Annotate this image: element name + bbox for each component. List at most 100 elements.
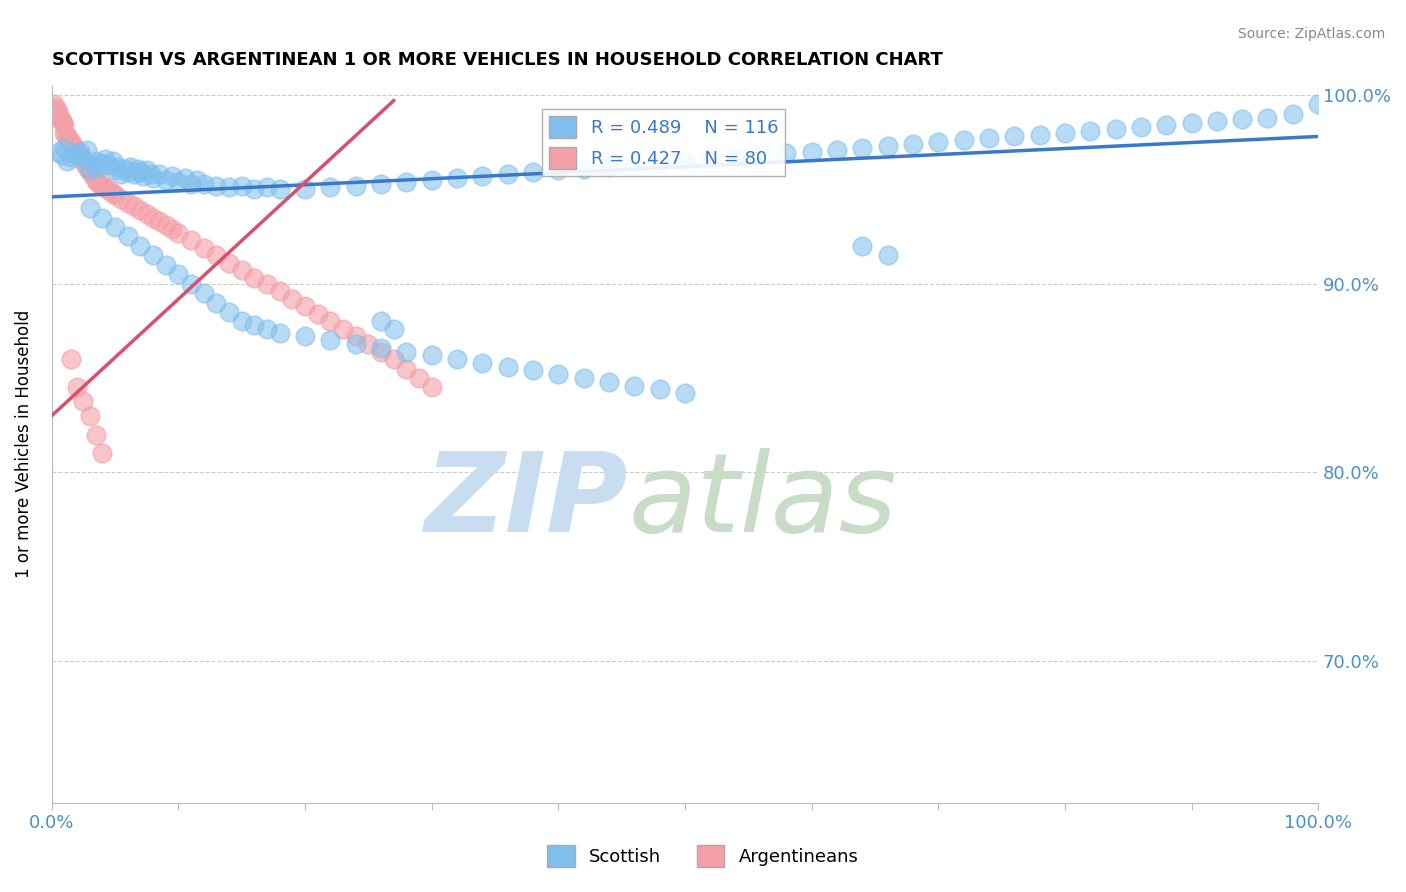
- Point: [205, 178, 228, 193]
- Point: [269, 284, 291, 298]
- Point: [55, 128, 77, 142]
- Point: [51, 148, 73, 162]
- Point: [851, 141, 873, 155]
- Point: [117, 165, 139, 179]
- Point: [344, 329, 367, 343]
- Point: [294, 182, 316, 196]
- Point: [1053, 126, 1076, 140]
- Point: [673, 386, 696, 401]
- Point: [142, 248, 165, 262]
- Point: [395, 175, 418, 189]
- Point: [357, 337, 380, 351]
- Point: [446, 352, 468, 367]
- Point: [66, 145, 89, 159]
- Point: [53, 126, 76, 140]
- Point: [218, 180, 240, 194]
- Point: [876, 139, 898, 153]
- Point: [471, 169, 494, 183]
- Point: [522, 363, 544, 377]
- Point: [67, 146, 90, 161]
- Point: [623, 158, 645, 172]
- Point: [127, 161, 149, 176]
- Point: [83, 169, 105, 183]
- Point: [395, 361, 418, 376]
- Point: [851, 239, 873, 253]
- Point: [107, 160, 129, 174]
- Point: [96, 182, 118, 196]
- Point: [63, 141, 86, 155]
- Point: [547, 368, 569, 382]
- Text: SCOTTISH VS ARGENTINEAN 1 OR MORE VEHICLES IN HOUSEHOLD CORRELATION CHART: SCOTTISH VS ARGENTINEAN 1 OR MORE VEHICL…: [52, 51, 942, 69]
- Point: [496, 167, 519, 181]
- Point: [218, 305, 240, 319]
- Y-axis label: 1 or more Vehicles in Household: 1 or more Vehicles in Household: [15, 310, 32, 578]
- Point: [749, 148, 772, 162]
- Point: [160, 169, 183, 183]
- Point: [775, 146, 797, 161]
- Point: [129, 202, 152, 217]
- Point: [44, 97, 66, 112]
- Point: [1028, 128, 1050, 142]
- Point: [332, 322, 354, 336]
- Point: [294, 329, 316, 343]
- Point: [66, 148, 89, 162]
- Point: [139, 167, 162, 181]
- Point: [243, 271, 266, 285]
- Point: [180, 233, 202, 247]
- Point: [97, 158, 120, 172]
- Point: [395, 344, 418, 359]
- Point: [167, 267, 190, 281]
- Point: [408, 371, 430, 385]
- Point: [69, 148, 91, 162]
- Point: [1104, 122, 1126, 136]
- Text: Source: ZipAtlas.com: Source: ZipAtlas.com: [1237, 27, 1385, 41]
- Point: [129, 239, 152, 253]
- Point: [72, 152, 94, 166]
- Point: [66, 380, 89, 394]
- Point: [269, 182, 291, 196]
- Point: [420, 173, 443, 187]
- Point: [901, 136, 924, 151]
- Point: [522, 165, 544, 179]
- Point: [63, 146, 86, 161]
- Point: [72, 153, 94, 168]
- Point: [1256, 111, 1278, 125]
- Point: [79, 201, 101, 215]
- Point: [120, 160, 142, 174]
- Point: [91, 178, 114, 193]
- Point: [193, 241, 215, 255]
- Point: [598, 160, 620, 174]
- Point: [101, 186, 124, 200]
- Point: [79, 409, 101, 423]
- Point: [256, 322, 278, 336]
- Point: [231, 263, 253, 277]
- Point: [83, 171, 105, 186]
- Point: [129, 165, 152, 179]
- Point: [86, 175, 108, 189]
- Point: [231, 178, 253, 193]
- Point: [231, 314, 253, 328]
- Point: [76, 143, 98, 157]
- Text: atlas: atlas: [628, 448, 897, 555]
- Point: [420, 380, 443, 394]
- Point: [91, 211, 114, 225]
- Point: [370, 314, 392, 328]
- Point: [91, 156, 114, 170]
- Point: [155, 173, 177, 187]
- Point: [77, 161, 100, 176]
- Point: [56, 129, 79, 144]
- Point: [135, 207, 157, 221]
- Point: [65, 143, 87, 157]
- Point: [69, 145, 91, 159]
- Point: [56, 153, 79, 168]
- Point: [148, 167, 170, 181]
- Point: [180, 177, 202, 191]
- Point: [79, 163, 101, 178]
- Point: [167, 226, 190, 240]
- Point: [104, 220, 127, 235]
- Point: [45, 101, 67, 115]
- Point: [142, 211, 165, 225]
- Point: [180, 277, 202, 291]
- Point: [1002, 129, 1025, 144]
- Point: [699, 152, 721, 166]
